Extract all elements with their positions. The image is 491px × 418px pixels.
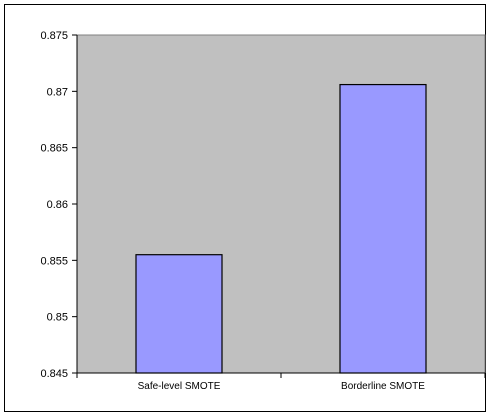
y-axis-ticks: 0.845 0.85 0.855 0.86 0.865 0.87 0.875: [40, 30, 77, 380]
y-tick-label: 0.87: [47, 86, 68, 98]
x-category-label: Safe-level SMOTE: [138, 381, 221, 392]
y-tick-label: 0.855: [40, 255, 68, 267]
x-axis-labels: Safe-level SMOTE Borderline SMOTE: [76, 373, 486, 392]
y-tick-label: 0.85: [47, 312, 68, 324]
y-tick-label: 0.845: [40, 368, 68, 380]
y-tick-label: 0.86: [47, 199, 68, 211]
y-tick-label: 0.875: [40, 30, 68, 42]
x-category-label: Borderline SMOTE: [341, 381, 425, 392]
bars: [135, 83, 427, 374]
bar: [339, 83, 427, 374]
bar: [135, 254, 223, 374]
y-tick-label: 0.865: [40, 143, 68, 155]
